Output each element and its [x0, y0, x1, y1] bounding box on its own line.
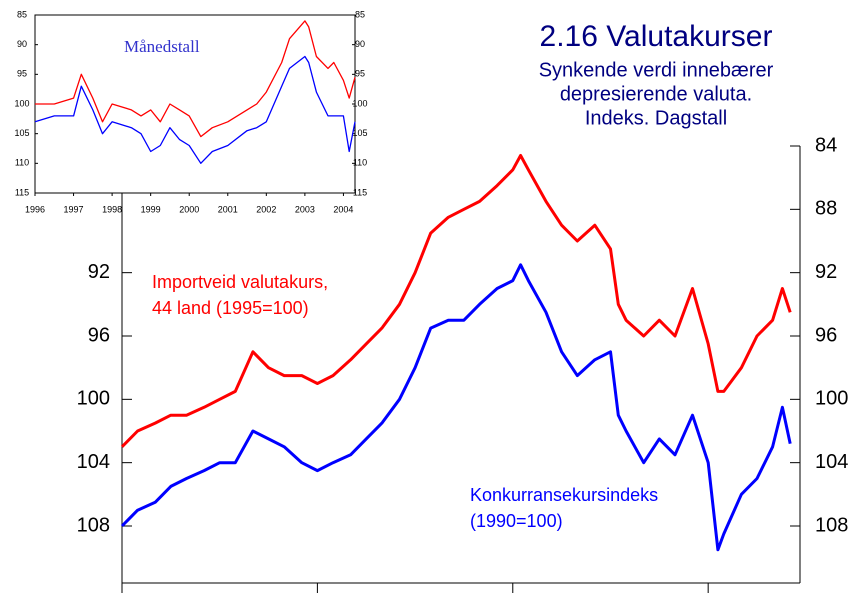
y2-tick-label: 92 — [815, 261, 837, 283]
annotation: Importveid valutakurs, — [152, 272, 328, 292]
y2-tick-label: 100 — [815, 388, 848, 410]
inset-background — [34, 14, 356, 194]
y-tick-label: 105 — [14, 128, 29, 138]
y-tick-label: 100 — [77, 388, 110, 410]
line-series — [120, 154, 792, 448]
y-tick-label: 92 — [88, 261, 110, 283]
x-tick-label: 2003 — [295, 204, 315, 214]
line-series — [120, 263, 792, 552]
chart-title: 2.16 Valutakurser — [540, 20, 773, 53]
y2-tick-label: 108 — [815, 514, 848, 536]
y2-tick-label: 105 — [352, 128, 367, 138]
y2-tick-label: 85 — [355, 9, 365, 19]
chart-subtitle: depresierende valuta. — [560, 83, 752, 105]
y2-tick-label: 84 — [815, 134, 837, 156]
main-chart: 2001 2002 2003 2004 92 96 100 104 108 84 88 92 96 100… — [77, 134, 848, 593]
y-tick-label: 110 — [15, 158, 29, 168]
x-tick-label: 2000 — [179, 204, 199, 214]
y2-tick-label: 104 — [815, 451, 848, 473]
y-tick-label: 90 — [17, 39, 27, 49]
y-tick-label: 104 — [77, 451, 110, 473]
annotation: 44 land (1995=100) — [152, 298, 309, 318]
y2-tick-label: 96 — [815, 324, 837, 346]
x-tick-label: 2001 — [218, 204, 238, 214]
y-tick-label: 95 — [17, 69, 27, 79]
y-tick-label: 100 — [14, 98, 29, 108]
y-tick-label: 115 — [15, 187, 29, 197]
x-tick-label: 1999 — [141, 204, 161, 214]
annotation: (1990=100) — [470, 511, 563, 531]
y2-tick-label: 115 — [353, 187, 367, 197]
x-tick-label: 2002 — [256, 204, 276, 214]
x-tick-label: 1997 — [64, 204, 84, 214]
y2-tick-label: 88 — [815, 198, 837, 220]
y-tick-label: 96 — [88, 324, 110, 346]
annotation: Konkurransekursindeks — [470, 485, 658, 505]
line-series — [34, 55, 356, 164]
line-series — [35, 20, 356, 138]
y2-tick-label: 95 — [355, 69, 365, 79]
inset-chart: 1996 1997 1998 1999 2000 2001 2002 2003 2004 85 90… — [14, 9, 367, 214]
y-tick-label: 108 — [77, 514, 110, 536]
x-tick-label: 1996 — [25, 204, 45, 214]
x-tick-label: 1998 — [102, 204, 122, 214]
chart-subtitle: Indeks. Dagstall — [585, 107, 727, 129]
chart-subtitle: Synkende verdi innebærer — [539, 59, 774, 81]
y2-tick-label: 90 — [355, 39, 365, 49]
annotation: Månedstall — [124, 37, 200, 56]
y2-tick-label: 100 — [352, 98, 367, 108]
y-tick-label: 85 — [17, 9, 27, 19]
y2-tick-label: 110 — [353, 158, 367, 168]
x-tick-label: 2004 — [333, 204, 353, 214]
